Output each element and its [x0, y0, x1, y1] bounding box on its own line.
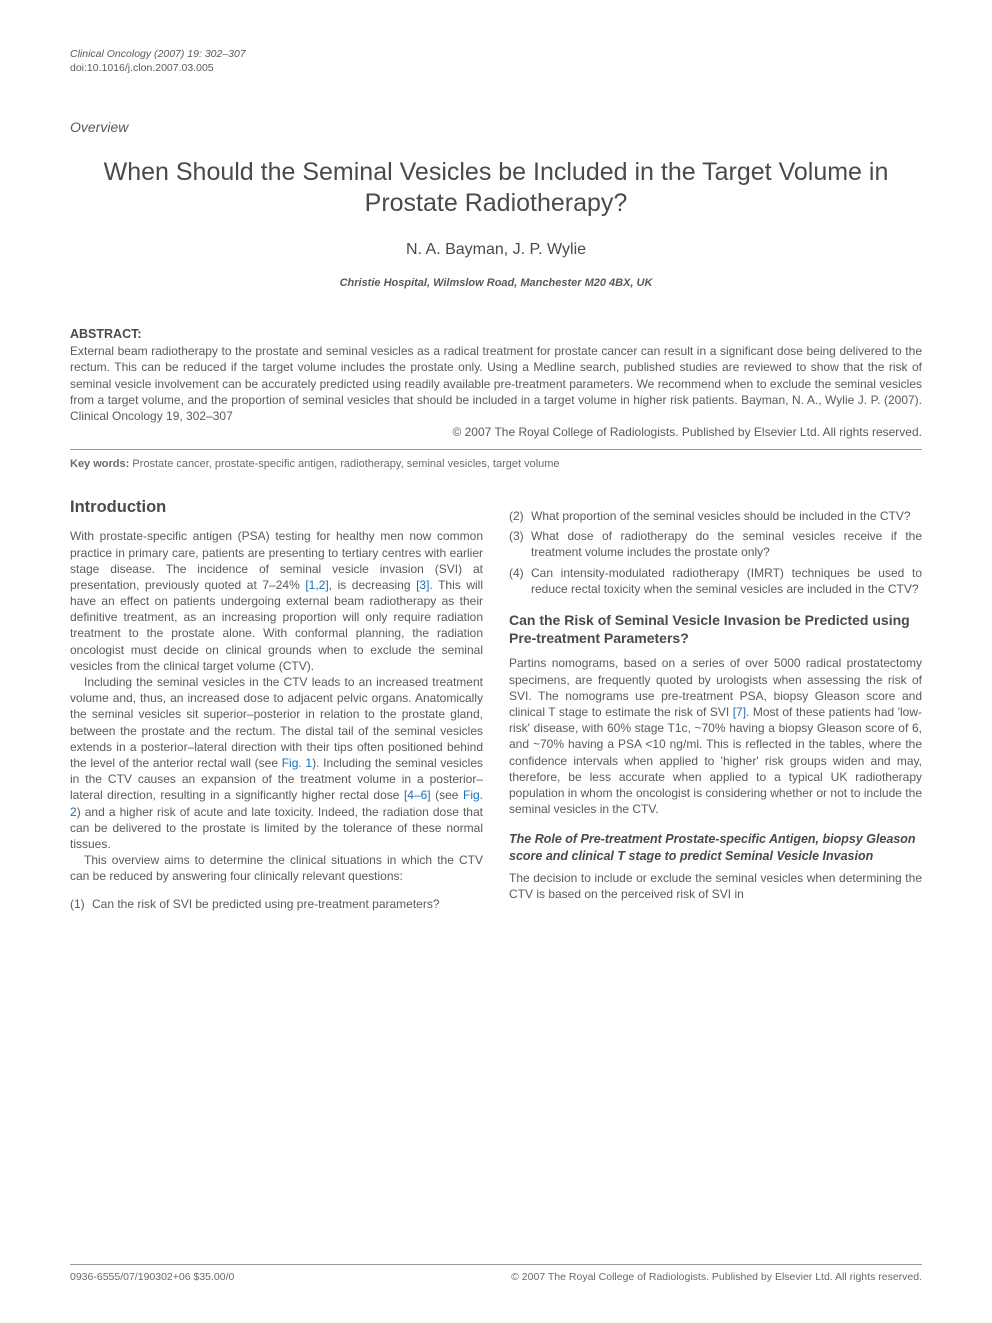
list-item: (3)What dose of radiotherapy do the semi… — [509, 528, 922, 560]
article-title: When Should the Seminal Vesicles be Incl… — [70, 157, 922, 220]
keywords: Key words: Prostate cancer, prostate-spe… — [70, 449, 922, 470]
article-type: Overview — [70, 119, 922, 135]
intro-p1: With prostate-specific antigen (PSA) tes… — [70, 528, 483, 674]
left-column: Introduction With prostate-specific anti… — [70, 496, 483, 917]
body-paragraph: Partins nomograms, based on a series of … — [509, 655, 922, 817]
body-paragraph: The decision to include or exclude the s… — [509, 870, 922, 902]
question-list-cont: (2)What proportion of the seminal vesicl… — [509, 508, 922, 597]
right-column: (2)What proportion of the seminal vesicl… — [509, 496, 922, 917]
ref-link[interactable]: [7] — [733, 705, 746, 719]
intro-p3: This overview aims to determine the clin… — [70, 852, 483, 884]
subsub-heading: The Role of Pre-treatment Prostate-speci… — [509, 831, 922, 864]
authors: N. A. Bayman, J. P. Wylie — [70, 241, 922, 259]
ref-link[interactable]: [1,2] — [305, 578, 328, 592]
ref-link[interactable]: [3] — [416, 578, 429, 592]
body-columns: Introduction With prostate-specific anti… — [70, 496, 922, 917]
ref-link[interactable]: [4–6] — [404, 788, 431, 802]
list-item: (2)What proportion of the seminal vesicl… — [509, 508, 922, 524]
question-list: (1)Can the risk of SVI be predicted usin… — [70, 896, 483, 912]
fig-link[interactable]: Fig. 1 — [282, 756, 312, 770]
affiliation: Christie Hospital, Wilmslow Road, Manche… — [70, 277, 922, 289]
intro-p2: Including the seminal vesicles in the CT… — [70, 674, 483, 852]
subsection-heading: Can the Risk of Seminal Vesicle Invasion… — [509, 611, 922, 647]
abstract-heading: ABSTRACT: — [70, 327, 922, 341]
keywords-text: Prostate cancer, prostate-specific antig… — [132, 458, 559, 470]
footer-left: 0936-6555/07/190302+06 $35.00/0 — [70, 1271, 234, 1283]
abstract-text: External beam radiotherapy to the prosta… — [70, 343, 922, 424]
footer-right: © 2007 The Royal College of Radiologists… — [511, 1271, 922, 1283]
journal-citation: Clinical Oncology (2007) 19: 302–307 — [70, 48, 922, 62]
list-item: (4)Can intensity-modulated radiotherapy … — [509, 565, 922, 597]
abstract-copyright: © 2007 The Royal College of Radiologists… — [70, 425, 922, 439]
doi: doi:10.1016/j.clon.2007.03.005 — [70, 62, 922, 74]
list-item: (1)Can the risk of SVI be predicted usin… — [70, 896, 483, 912]
keywords-label: Key words: — [70, 458, 129, 470]
page-footer: 0936-6555/07/190302+06 $35.00/0 © 2007 T… — [70, 1264, 922, 1283]
intro-heading: Introduction — [70, 496, 483, 518]
